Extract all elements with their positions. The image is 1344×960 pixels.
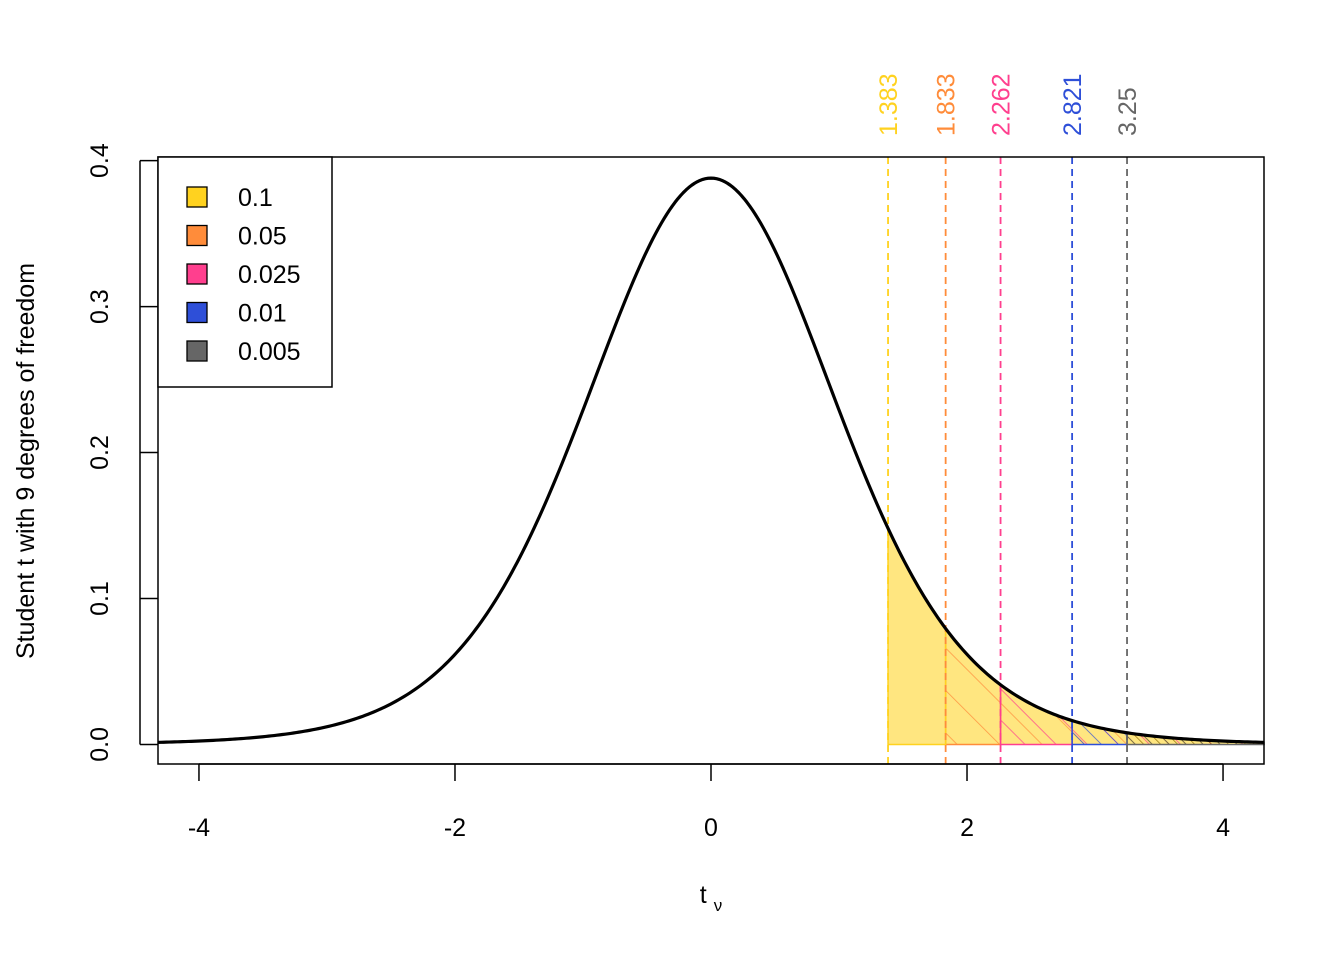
x-tick-label: -2	[444, 814, 466, 842]
x-tick-label: 2	[960, 814, 974, 842]
x-axis: -4 -2 0 2 4	[188, 763, 1230, 842]
legend-swatch-0.025	[186, 263, 208, 285]
legend-label-0.005: 0.005	[238, 338, 301, 366]
critical-value-label-0.01: 2.821	[1059, 73, 1087, 136]
x-tick-label: 4	[1216, 814, 1230, 842]
y-tick-label: 0.4	[86, 143, 114, 178]
legend-swatch-0.1	[186, 186, 208, 208]
legend-swatch-0.01	[186, 301, 208, 324]
x-axis-label: t ν	[700, 881, 722, 915]
critical-value-labels: 1.383 1.833 2.262 2.821 3.25	[875, 73, 1142, 136]
critical-value-label-0.005: 3.25	[1114, 87, 1142, 136]
y-tick-label: 0.0	[86, 727, 114, 762]
y-axis-label: Student t with 9 degrees of freedom	[12, 263, 40, 659]
x-axis-label-main: t	[700, 881, 707, 909]
legend-swatch-0.005	[186, 340, 208, 362]
x-axis-label-sub: ν	[714, 896, 723, 915]
tail-hatch-0.05	[945, 628, 1264, 745]
x-tick-label: 0	[704, 814, 718, 842]
y-tick-label: 0.1	[86, 581, 114, 616]
legend-label-0.025: 0.025	[238, 261, 301, 289]
x-tick-label: -4	[188, 814, 210, 842]
tail-fill-0.1	[888, 528, 1264, 745]
legend: 0.1 0.05 0.025 0.01 0.005	[157, 156, 333, 388]
legend-swatch-0.05	[186, 224, 208, 247]
tail-hatch-0.01	[1072, 720, 1264, 745]
tail-hatch-0.025	[1000, 684, 1264, 745]
y-tick-label: 0.2	[86, 435, 114, 470]
legend-label-0.1: 0.1	[238, 184, 273, 212]
tail-shading	[887, 528, 1265, 746]
density-curve	[157, 176, 1265, 744]
legend-label-0.05: 0.05	[238, 223, 287, 251]
y-axis: 0.0 0.1 0.2 0.3 0.4	[86, 143, 158, 762]
y-tick-label: 0.3	[86, 289, 114, 324]
critical-value-label-0.05: 1.833	[933, 73, 961, 136]
critical-lines	[887, 157, 1128, 764]
critical-value-label-0.1: 1.383	[875, 73, 903, 136]
critical-value-label-0.025: 2.262	[988, 73, 1016, 136]
legend-label-0.01: 0.01	[238, 300, 287, 328]
